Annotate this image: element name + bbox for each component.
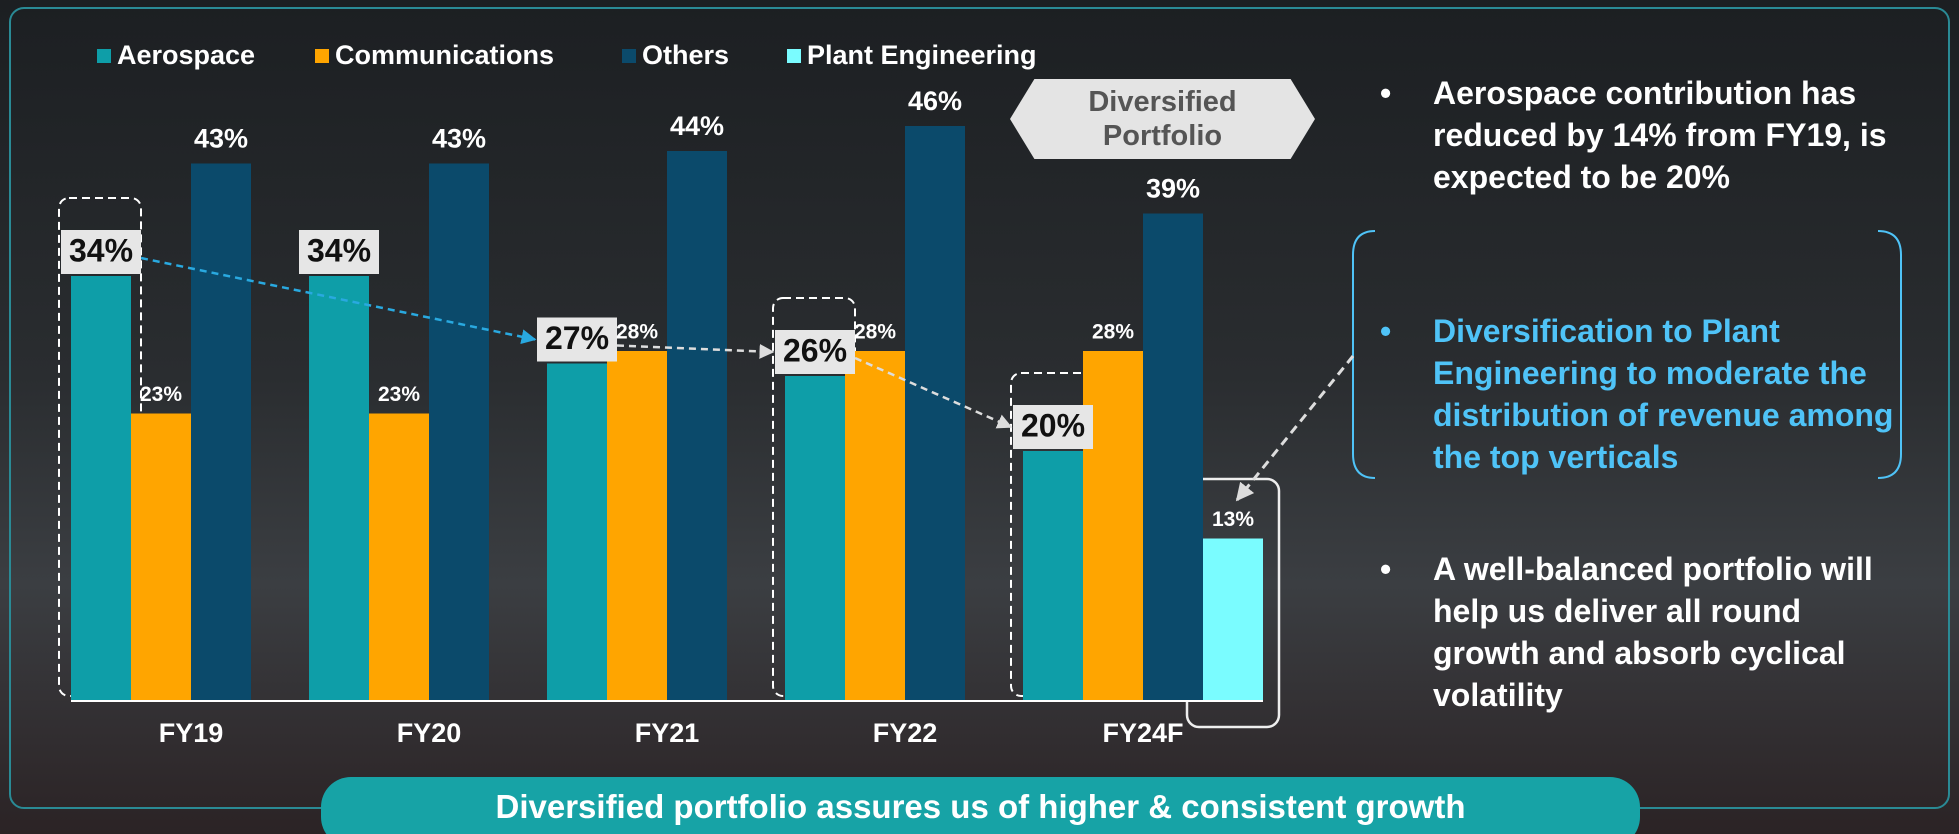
legend-label: Communications	[335, 40, 554, 70]
legend-swatch	[622, 49, 636, 63]
legend-label: Aerospace	[117, 40, 255, 70]
legend-swatch	[315, 49, 329, 63]
bar	[785, 376, 845, 701]
value-label: 28%	[854, 321, 896, 344]
x-tick-label: FY21	[635, 718, 700, 748]
legend-label: Others	[642, 40, 729, 70]
bullet-text: Diversification to Plant Engineering to …	[1433, 313, 1894, 475]
legend-swatch	[97, 49, 111, 63]
bar	[667, 151, 727, 701]
value-label: 34%	[69, 232, 133, 268]
value-label: 13%	[1212, 508, 1254, 531]
bar	[71, 276, 131, 701]
bracket	[1352, 230, 1902, 479]
value-label-box	[1013, 405, 1093, 449]
value-label: 43%	[194, 124, 248, 154]
bar	[1083, 351, 1143, 701]
value-label: 46%	[908, 86, 962, 116]
bar	[369, 413, 429, 701]
bullet-text: Aerospace contribution has reduced by 14…	[1433, 75, 1887, 195]
bar	[309, 276, 369, 701]
value-label: 39%	[1146, 174, 1200, 204]
bar	[1143, 213, 1203, 701]
value-label: 27%	[545, 320, 609, 356]
bullet-text: A well-balanced portfolio will help us d…	[1433, 551, 1873, 713]
x-tick-label: FY22	[873, 718, 938, 748]
value-label: 44%	[670, 111, 724, 141]
x-tick-label: FY20	[397, 718, 462, 748]
value-label: 34%	[307, 232, 371, 268]
value-label: 26%	[783, 332, 847, 368]
annotation: Diversified Portfolio	[1010, 79, 1315, 159]
bar	[191, 163, 251, 701]
bar	[1023, 451, 1083, 701]
legend-swatch	[787, 49, 801, 63]
value-label: 23%	[140, 383, 182, 406]
x-tick-label: FY19	[159, 718, 224, 748]
arrow	[854, 356, 1013, 429]
highlight-box	[1010, 372, 1094, 697]
x-tick-label: FY24F	[1102, 718, 1183, 748]
value-label: 20%	[1021, 407, 1085, 443]
bar	[131, 413, 191, 701]
value-label: 23%	[378, 383, 420, 406]
value-label-box	[775, 330, 855, 374]
bar	[547, 363, 607, 701]
bar	[845, 351, 905, 701]
value-label-box	[61, 230, 141, 274]
bar	[429, 163, 489, 701]
value-label: 43%	[432, 124, 486, 154]
legend-label: Plant Engineering	[807, 40, 1037, 70]
value-label-box	[299, 230, 379, 274]
value-label-box	[537, 317, 617, 362]
arrow	[616, 343, 775, 359]
bar	[607, 351, 667, 701]
value-label: 28%	[1092, 321, 1134, 344]
bar	[1203, 538, 1263, 701]
value-label: 28%	[616, 321, 658, 344]
bar	[905, 126, 965, 701]
banner: Diversified portfolio assures us of high…	[321, 777, 1640, 834]
arrow	[1235, 355, 1355, 502]
